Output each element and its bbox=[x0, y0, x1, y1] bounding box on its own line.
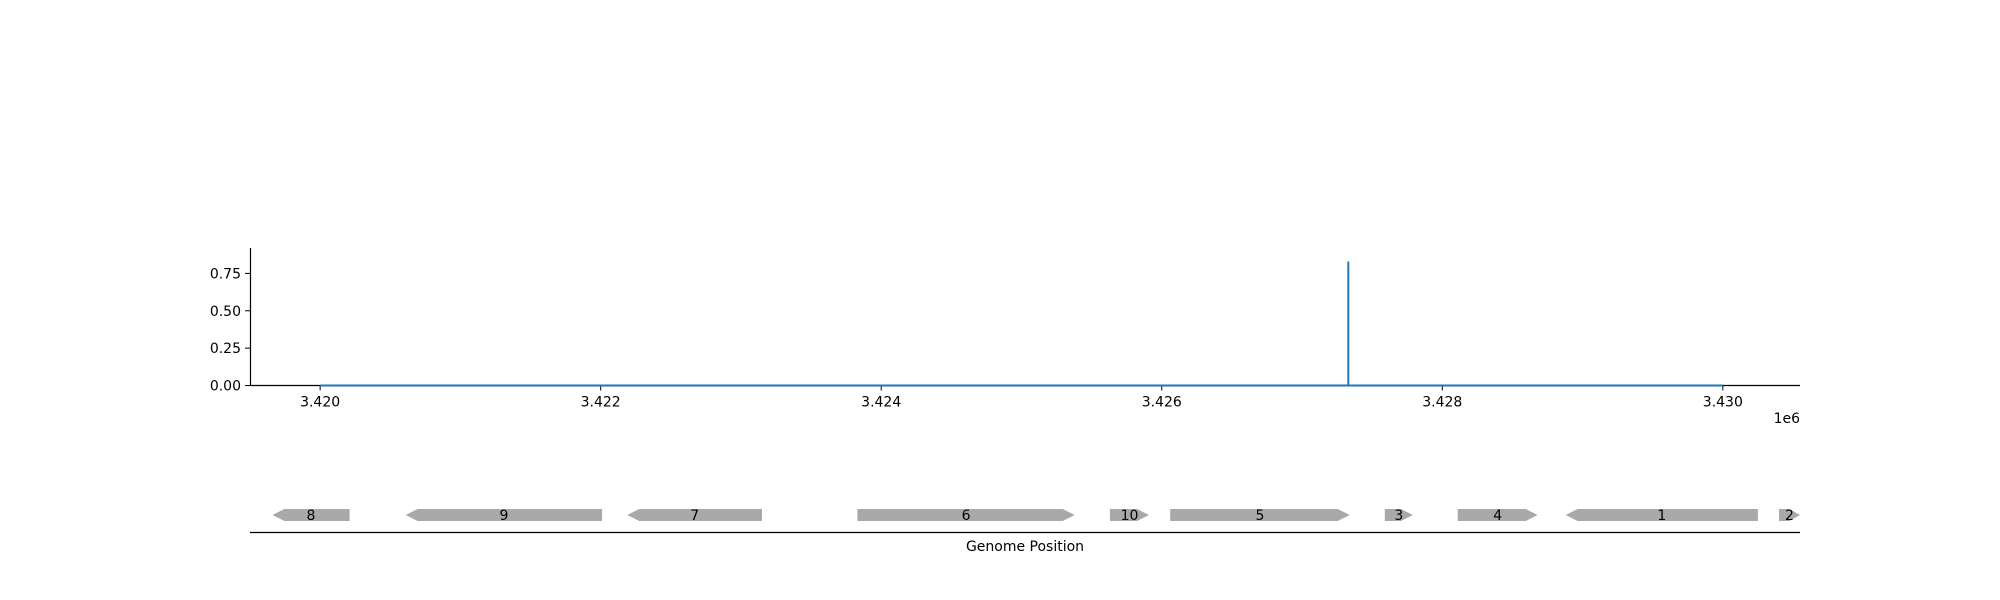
gene-feature-arrow bbox=[1457, 509, 1538, 521]
gene-feature-arrow bbox=[857, 509, 1075, 521]
gene-feature-label: 3 bbox=[1394, 508, 1403, 524]
gene-feature-label: 9 bbox=[499, 508, 508, 524]
gene-track-x-label: Genome Position bbox=[966, 539, 1084, 555]
gene-feature-label: 2 bbox=[1785, 508, 1794, 524]
coverage-x-ticks: 3.420 3.422 3.424 3.426 3.428 3.430 bbox=[300, 385, 1743, 411]
gene-feature-label: 5 bbox=[1256, 508, 1265, 524]
coverage-panel: 0.000.250.500.75 3.420 3.422 3.424 3.426 3.4… bbox=[210, 248, 1800, 427]
gene-feature-arrow bbox=[272, 509, 350, 521]
x-tick-label: 3.424 bbox=[861, 395, 901, 411]
gene-feature-label: 8 bbox=[307, 508, 316, 524]
gene-feature-arrow bbox=[1384, 509, 1413, 521]
x-tick-label: 3.422 bbox=[581, 395, 621, 411]
x-tick-label: 3.426 bbox=[1142, 395, 1182, 411]
coverage-series-line bbox=[320, 261, 1723, 387]
x-tick-label: 3.430 bbox=[1703, 395, 1743, 411]
gene-feature-arrow bbox=[1565, 509, 1758, 521]
coverage-y-ticks: 0.00 0.25 0.50 0.75 bbox=[210, 266, 250, 395]
gene-feature-label: 10 bbox=[1121, 508, 1139, 524]
y-tick-label: 0.75 bbox=[210, 266, 241, 282]
gene-track-panel: 8 9 7 6 10 5 3 4 1 2 Genome Position bbox=[250, 508, 1800, 555]
gene-feature-arrow bbox=[1109, 509, 1150, 521]
y-tick-label: 0.00 bbox=[210, 379, 241, 395]
gene-feature-arrow bbox=[627, 509, 762, 521]
gene-feature-label: 6 bbox=[962, 508, 971, 524]
gene-feature-label: 4 bbox=[1493, 508, 1502, 524]
gene-feature-arrow bbox=[1170, 509, 1350, 521]
gene-features: 8 9 7 6 10 5 3 4 1 2 bbox=[272, 508, 1800, 524]
x-axis-offset-label: 1e6 bbox=[1774, 411, 1801, 427]
gene-feature-arrow bbox=[1779, 509, 1800, 521]
gene-feature-label: 1 bbox=[1657, 508, 1666, 524]
x-tick-label: 3.428 bbox=[1422, 395, 1462, 411]
x-tick-label: 3.420 bbox=[300, 395, 340, 411]
y-tick-label: 0.25 bbox=[210, 341, 241, 357]
y-tick-label: 0.50 bbox=[210, 304, 241, 320]
gene-feature-arrow bbox=[405, 509, 603, 521]
gene-feature-label: 7 bbox=[690, 508, 699, 524]
